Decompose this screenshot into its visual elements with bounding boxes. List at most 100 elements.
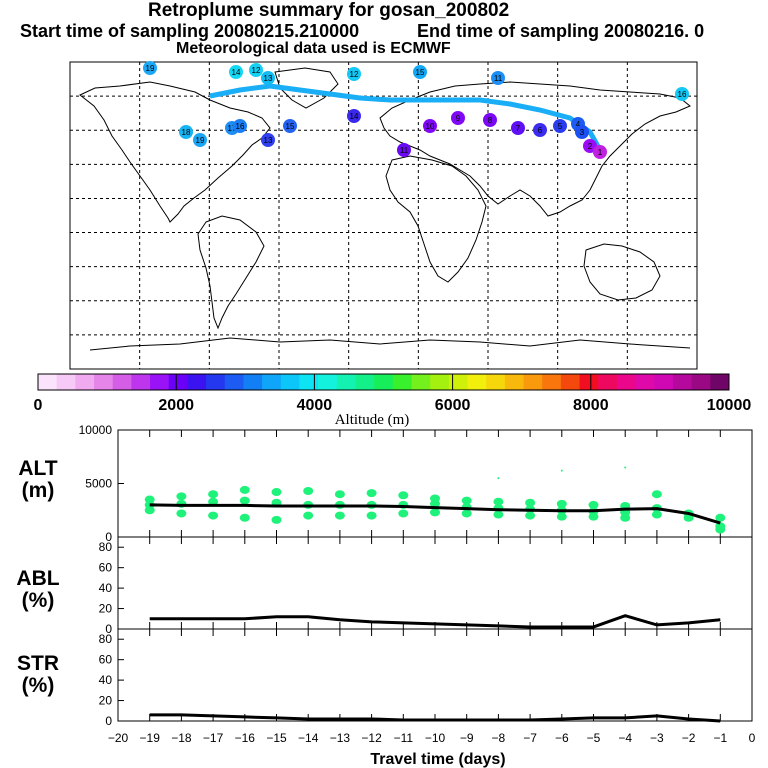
plume-marker-label: 16: [236, 122, 245, 131]
coastline-africa: [385, 155, 487, 283]
panel-y-label: STR: [17, 652, 59, 675]
colorbar-swatch: [598, 374, 618, 390]
plume-marker: 5: [553, 119, 567, 133]
x-tick-label: −12: [361, 731, 382, 745]
colorbar-swatch: [75, 374, 95, 390]
colorbar-swatch: [710, 374, 730, 390]
plume-marker-dot: [193, 133, 207, 147]
plume-marker-dot: [397, 143, 411, 157]
plume-marker-dot: [593, 145, 607, 159]
plume-marker-label: 6: [538, 126, 543, 135]
plume-marker-dot: [675, 87, 689, 101]
colorbar-swatch: [430, 374, 450, 390]
plume-marker-label: 12: [350, 70, 359, 79]
y-tick-label: 0: [105, 714, 112, 728]
coastlines: [79, 67, 691, 351]
colorbar-swatch: [504, 374, 525, 390]
plume-marker: 12: [347, 67, 361, 81]
altitude-point: [208, 511, 219, 520]
plume-marker-dot: [143, 61, 157, 75]
plume-marker-label: 14: [232, 68, 241, 77]
plume-marker-label: 1: [598, 148, 603, 157]
altitude-point: [366, 489, 377, 498]
colorbar-swatch: [168, 374, 188, 390]
x-tick-label: 0: [749, 731, 756, 745]
altitude-point: [588, 500, 599, 509]
colorbar-swatch: [38, 374, 58, 390]
start-time-label: Start time of sampling 20080215.210000: [20, 21, 360, 41]
colorbar-swatch: [374, 374, 394, 390]
plume-marker: 19: [143, 61, 157, 75]
coastline-eurasia: [379, 81, 691, 217]
panel-abl: 80 60 40 20 0 ABL(%): [16, 536, 753, 636]
colorbar-swatch: [579, 374, 599, 390]
y-tick-label: 60: [99, 653, 113, 667]
x-tick-label: −11: [394, 731, 414, 745]
x-tick-label: −16: [235, 731, 256, 745]
colorbar-swatch: [187, 374, 207, 390]
map-grid: [70, 62, 697, 369]
colorbar-swatch: [654, 374, 674, 390]
plume-marker-label: 12: [252, 66, 261, 75]
plume-marker: 3: [575, 125, 589, 139]
plume-marker-label: 11: [494, 74, 503, 83]
y-tick-label: 80: [99, 540, 113, 554]
altitude-point: [461, 509, 472, 518]
plume-marker-dot: [261, 71, 275, 85]
altitude-point: [556, 512, 567, 521]
colorbar-swatch: [206, 374, 226, 390]
plume-marker-dot: [575, 125, 589, 139]
plume-marker: 7: [511, 121, 525, 135]
x-tick-label: −9: [460, 731, 474, 745]
colorbar-swatch: [336, 374, 356, 390]
coastline-antarctica: [89, 337, 691, 351]
plume-marker-label: 19: [196, 136, 205, 145]
altitude-point: [588, 512, 599, 521]
altitude-point: [493, 510, 504, 519]
plume-marker-label: 4: [576, 120, 581, 129]
plume-marker: 13: [261, 133, 275, 147]
plume-marker-dot: [451, 111, 465, 125]
y-tick-label: 40: [99, 673, 113, 687]
y-tick-label: 80: [99, 632, 113, 646]
x-tick-label: −2: [682, 731, 696, 745]
x-tick-label: −8: [492, 731, 506, 745]
altitude-point: [430, 499, 440, 508]
plume-marker: 13: [261, 71, 275, 85]
colorbar-swatch: [299, 374, 319, 390]
plume-marker-label: 18: [182, 128, 191, 137]
plume-marker-label: 9: [456, 114, 461, 123]
met-data-label: Meteorological data used is ECMWF: [176, 40, 451, 57]
plume-marker: 9: [451, 111, 465, 125]
altitude-point: [271, 488, 282, 497]
x-tick-label: −5: [587, 731, 601, 745]
colorbar-swatch: [392, 374, 413, 390]
altitude-outlier: [497, 477, 500, 480]
colorbar-swatch: [411, 374, 431, 390]
altitude-outlier: [560, 469, 563, 472]
series-line-str: [149, 713, 721, 723]
plume-marker-dot: [347, 67, 361, 81]
colorbar-tick-label: 8000: [573, 397, 609, 414]
coastline-australia: [583, 243, 661, 301]
colorbar-swatch: [150, 374, 170, 390]
panel-y-label: (%): [22, 589, 55, 612]
plume-marker-label: 15: [286, 122, 295, 131]
altitude-point: [715, 513, 726, 522]
altitude-point: [271, 515, 282, 524]
plume-marker: 14: [229, 65, 243, 79]
plume-marker-dot: [533, 123, 547, 137]
x-tick-label: −14: [298, 731, 319, 745]
x-tick-label: −18: [171, 731, 192, 745]
plume-marker: 11: [491, 71, 505, 85]
altitude-point: [620, 513, 631, 522]
colorbar-swatch: [224, 374, 244, 390]
plume-track: [209, 83, 603, 152]
plume-marker-label: 17: [228, 124, 237, 133]
x-tick-label: −17: [203, 731, 224, 745]
colorbar-swatch: [131, 374, 151, 390]
plume-marker: 1: [593, 145, 607, 159]
colorbar-swatch: [112, 374, 132, 390]
x-tick-label: −3: [650, 731, 664, 745]
